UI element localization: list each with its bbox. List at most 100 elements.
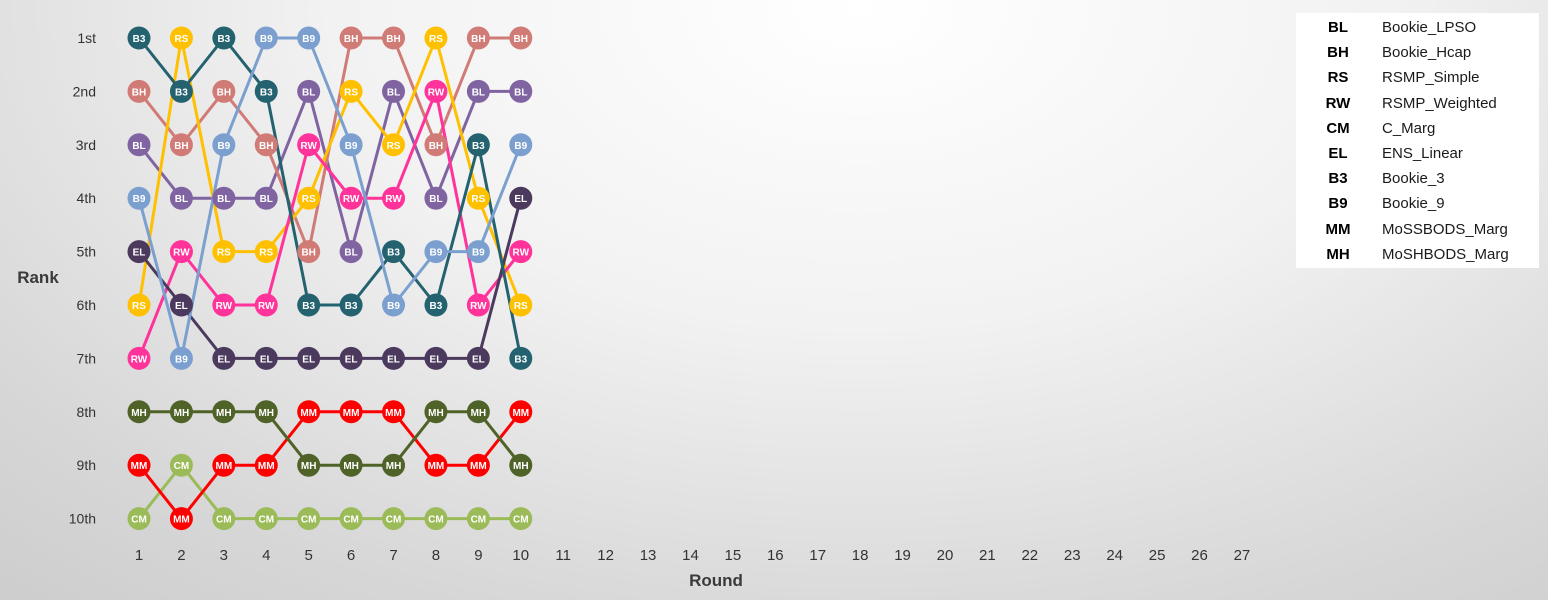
data-point-label: MM — [428, 461, 445, 472]
data-point-marker — [509, 133, 533, 157]
x-tick-label: 25 — [1149, 547, 1166, 564]
data-point-label: MM — [131, 461, 148, 472]
data-point-label: BH — [259, 141, 273, 152]
series-line-b3 — [137, 36, 523, 359]
data-point-label: EL — [430, 354, 443, 365]
data-point-label: B3 — [430, 301, 443, 312]
legend-entry-rw: RW RSMP_Weighted — [1296, 91, 1539, 116]
data-point-b3: B3 — [509, 346, 533, 370]
data-point-label: B3 — [302, 301, 315, 312]
data-point-label: EL — [175, 301, 188, 312]
data-point-marker — [169, 26, 193, 50]
data-point-marker — [127, 507, 151, 531]
x-tick-label: 17 — [809, 547, 826, 564]
data-point-label: RW — [131, 354, 148, 365]
data-point-label: BH — [514, 34, 528, 45]
data-point-marker — [509, 400, 533, 424]
x-tick-label: 16 — [767, 547, 784, 564]
legend-name: RSMP_Weighted — [1382, 94, 1497, 112]
data-point-marker — [382, 293, 406, 317]
data-point-marker — [424, 346, 448, 370]
data-point-marker — [297, 240, 321, 264]
data-point-b9: B9 — [382, 293, 406, 317]
data-point-label: RW — [216, 301, 233, 312]
data-point-cm: CM — [339, 507, 363, 531]
data-point-marker — [127, 453, 151, 477]
data-point-label: BL — [175, 194, 188, 205]
data-point-b3: B3 — [424, 293, 448, 317]
data-point-b9: B9 — [509, 133, 533, 157]
data-point-marker — [169, 453, 193, 477]
data-point-label: BL — [344, 248, 357, 259]
data-point-label: RS — [429, 34, 443, 45]
data-point-label: B3 — [175, 87, 188, 98]
series-line-mm — [137, 410, 522, 521]
data-point-marker — [382, 133, 406, 157]
data-point-el: EL — [339, 346, 363, 370]
data-point-label: B9 — [514, 141, 527, 152]
data-point-label: MH — [301, 461, 317, 472]
data-point-label: MH — [258, 408, 274, 419]
legend-entry-bh: BH Bookie_Hcap — [1296, 40, 1539, 65]
data-point-label: B9 — [387, 301, 400, 312]
data-point-marker — [254, 400, 278, 424]
x-tick-label: 22 — [1021, 547, 1038, 564]
data-point-bh: BH — [466, 26, 490, 50]
x-tick-label: 13 — [640, 547, 657, 564]
data-point-label: BL — [387, 87, 400, 98]
data-point-label: BL — [429, 194, 442, 205]
data-point-label: MH — [513, 461, 529, 472]
data-point-rs: RS — [382, 133, 406, 157]
data-point-label: EL — [302, 354, 315, 365]
data-point-rw: RW — [297, 133, 321, 157]
data-point-marker — [127, 346, 151, 370]
data-point-marker — [509, 293, 533, 317]
x-tick-label: 11 — [555, 547, 571, 564]
legend-name: RSMP_Simple — [1382, 69, 1480, 87]
data-point-label: MM — [512, 408, 529, 419]
data-point-marker — [424, 186, 448, 210]
legend-name: Bookie_3 — [1382, 170, 1445, 188]
data-point-mm: MM — [212, 453, 236, 477]
data-point-marker — [382, 240, 406, 264]
data-point-b9: B9 — [254, 26, 278, 50]
data-point-label: RW — [513, 248, 530, 259]
legend-entry-b3: B3 Bookie_3 — [1296, 166, 1539, 191]
data-point-el: EL — [169, 293, 193, 317]
data-point-label: MM — [385, 408, 402, 419]
data-point-marker — [509, 240, 533, 264]
data-point-b3: B3 — [382, 240, 406, 264]
data-point-marker — [382, 79, 406, 103]
data-point-label: B9 — [260, 34, 273, 45]
x-tick-label: 12 — [597, 547, 614, 564]
data-point-label: RW — [343, 194, 360, 205]
data-point-marker — [382, 400, 406, 424]
data-point-marker — [254, 26, 278, 50]
data-point-label: CM — [174, 461, 190, 472]
data-point-el: EL — [466, 346, 490, 370]
data-point-marker — [339, 507, 363, 531]
data-point-marker — [254, 293, 278, 317]
data-point-bh: BH — [127, 79, 151, 103]
data-point-bl: BL — [254, 186, 278, 210]
data-point-b3: B3 — [127, 26, 151, 50]
data-point-marker — [424, 507, 448, 531]
data-point-el: EL — [424, 346, 448, 370]
data-point-marker — [297, 507, 321, 531]
data-point-mh: MH — [339, 453, 363, 477]
x-tick-label: 27 — [1234, 547, 1251, 564]
data-point-label: MM — [258, 461, 275, 472]
legend-entry-mh: MH MoSHBODS_Marg — [1296, 242, 1539, 267]
data-point-bh: BH — [382, 26, 406, 50]
data-point-marker — [169, 293, 193, 317]
legend-name: ENS_Linear — [1382, 145, 1463, 162]
data-point-label: EL — [387, 354, 400, 365]
data-point-bh: BH — [212, 79, 236, 103]
data-point-marker — [297, 133, 321, 157]
x-tick-label: 19 — [894, 547, 911, 564]
x-tick-label: 3 — [220, 547, 228, 564]
data-point-b9: B9 — [339, 133, 363, 157]
legend-abbr: B3 — [1328, 170, 1348, 188]
data-point-marker — [339, 186, 363, 210]
data-point-mh: MH — [382, 453, 406, 477]
